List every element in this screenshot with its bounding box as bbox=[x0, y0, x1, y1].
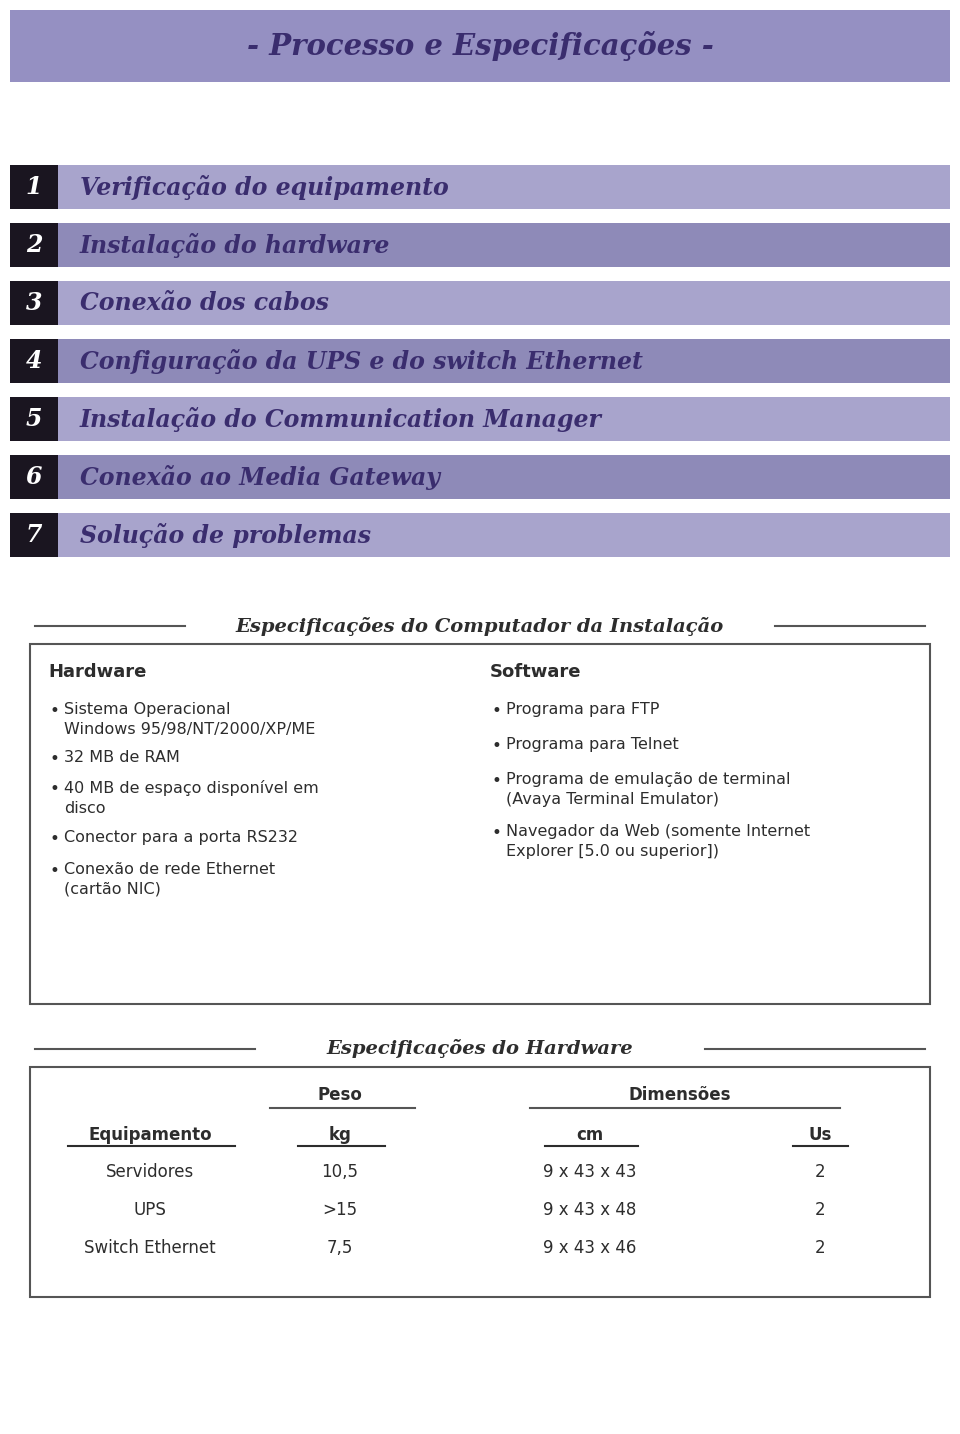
Text: 7: 7 bbox=[26, 523, 42, 546]
Text: 9 x 43 x 48: 9 x 43 x 48 bbox=[543, 1202, 636, 1219]
Text: Conexão dos cabos: Conexão dos cabos bbox=[80, 291, 329, 315]
Text: Navegador da Web (somente Internet
Explorer [5.0 ou superior]): Navegador da Web (somente Internet Explo… bbox=[506, 825, 810, 859]
Bar bbox=[10, 10, 950, 82]
Text: 4: 4 bbox=[26, 348, 42, 373]
Text: Dimensões: Dimensões bbox=[629, 1086, 732, 1104]
Text: 9 x 43 x 46: 9 x 43 x 46 bbox=[543, 1239, 636, 1258]
Text: 1: 1 bbox=[26, 175, 42, 199]
Bar bbox=[30, 644, 930, 1004]
Bar bbox=[10, 455, 950, 499]
Text: 9 x 43 x 43: 9 x 43 x 43 bbox=[543, 1163, 636, 1182]
Text: Especificações do Computador da Instalação: Especificações do Computador da Instalaç… bbox=[236, 617, 724, 635]
Bar bbox=[10, 513, 950, 556]
Text: Programa de emulação de terminal
(Avaya Terminal Emulator): Programa de emulação de terminal (Avaya … bbox=[506, 771, 790, 807]
Text: Equipamento: Equipamento bbox=[88, 1126, 212, 1144]
Bar bbox=[10, 165, 950, 209]
Text: kg: kg bbox=[328, 1126, 351, 1144]
Text: Programa para Telnet: Programa para Telnet bbox=[506, 737, 679, 751]
Text: Conexão de rede Ethernet
(cartão NIC): Conexão de rede Ethernet (cartão NIC) bbox=[64, 862, 276, 896]
Text: 2: 2 bbox=[815, 1239, 826, 1258]
Bar bbox=[10, 397, 950, 442]
Bar bbox=[10, 281, 58, 326]
Text: •: • bbox=[492, 703, 502, 720]
Text: •: • bbox=[492, 771, 502, 790]
Text: Instalação do Communication Manager: Instalação do Communication Manager bbox=[80, 406, 602, 432]
Text: Us: Us bbox=[808, 1126, 831, 1144]
Text: Hardware: Hardware bbox=[48, 663, 146, 681]
Text: Solução de problemas: Solução de problemas bbox=[80, 522, 371, 548]
Bar bbox=[30, 1067, 930, 1296]
Text: 7,5: 7,5 bbox=[326, 1239, 353, 1258]
Text: cm: cm bbox=[576, 1126, 604, 1144]
Text: •: • bbox=[492, 825, 502, 842]
Bar bbox=[10, 455, 58, 499]
Text: Configuração da UPS e do switch Ethernet: Configuração da UPS e do switch Ethernet bbox=[80, 348, 643, 373]
Text: 2: 2 bbox=[815, 1163, 826, 1182]
Text: 2: 2 bbox=[26, 232, 42, 257]
Text: Conexão ao Media Gateway: Conexão ao Media Gateway bbox=[80, 465, 440, 489]
Text: 10,5: 10,5 bbox=[322, 1163, 358, 1182]
Text: •: • bbox=[50, 862, 60, 880]
Bar bbox=[10, 513, 58, 556]
Bar bbox=[10, 224, 950, 267]
Text: >15: >15 bbox=[323, 1202, 357, 1219]
Bar bbox=[10, 281, 950, 326]
Text: Sistema Operacional
Windows 95/98/NT/2000/XP/ME: Sistema Operacional Windows 95/98/NT/200… bbox=[64, 703, 316, 737]
Text: 3: 3 bbox=[26, 291, 42, 315]
Text: Especificações do Hardware: Especificações do Hardware bbox=[326, 1040, 634, 1058]
Text: •: • bbox=[50, 750, 60, 769]
Text: - Processo e Especificações -: - Processo e Especificações - bbox=[247, 32, 713, 62]
Text: Verificação do equipamento: Verificação do equipamento bbox=[80, 175, 448, 199]
Text: Programa para FTP: Programa para FTP bbox=[506, 703, 660, 717]
Text: Conector para a porta RS232: Conector para a porta RS232 bbox=[64, 830, 298, 845]
Bar bbox=[10, 397, 58, 442]
Text: UPS: UPS bbox=[133, 1202, 166, 1219]
Text: •: • bbox=[50, 830, 60, 847]
Text: 2: 2 bbox=[815, 1202, 826, 1219]
Text: Software: Software bbox=[490, 663, 582, 681]
Bar bbox=[10, 165, 58, 209]
Bar bbox=[10, 338, 58, 383]
Bar bbox=[10, 338, 950, 383]
Text: Switch Ethernet: Switch Ethernet bbox=[84, 1239, 216, 1258]
Text: Instalação do hardware: Instalação do hardware bbox=[80, 232, 391, 258]
Text: 32 MB de RAM: 32 MB de RAM bbox=[64, 750, 180, 764]
Text: 5: 5 bbox=[26, 407, 42, 432]
Text: •: • bbox=[492, 737, 502, 754]
Text: Peso: Peso bbox=[318, 1086, 363, 1104]
Text: 6: 6 bbox=[26, 465, 42, 489]
Text: Servidores: Servidores bbox=[106, 1163, 194, 1182]
Bar bbox=[10, 224, 58, 267]
Text: •: • bbox=[50, 780, 60, 797]
Text: •: • bbox=[50, 703, 60, 720]
Text: 40 MB de espaço disponível em
disco: 40 MB de espaço disponível em disco bbox=[64, 780, 319, 816]
